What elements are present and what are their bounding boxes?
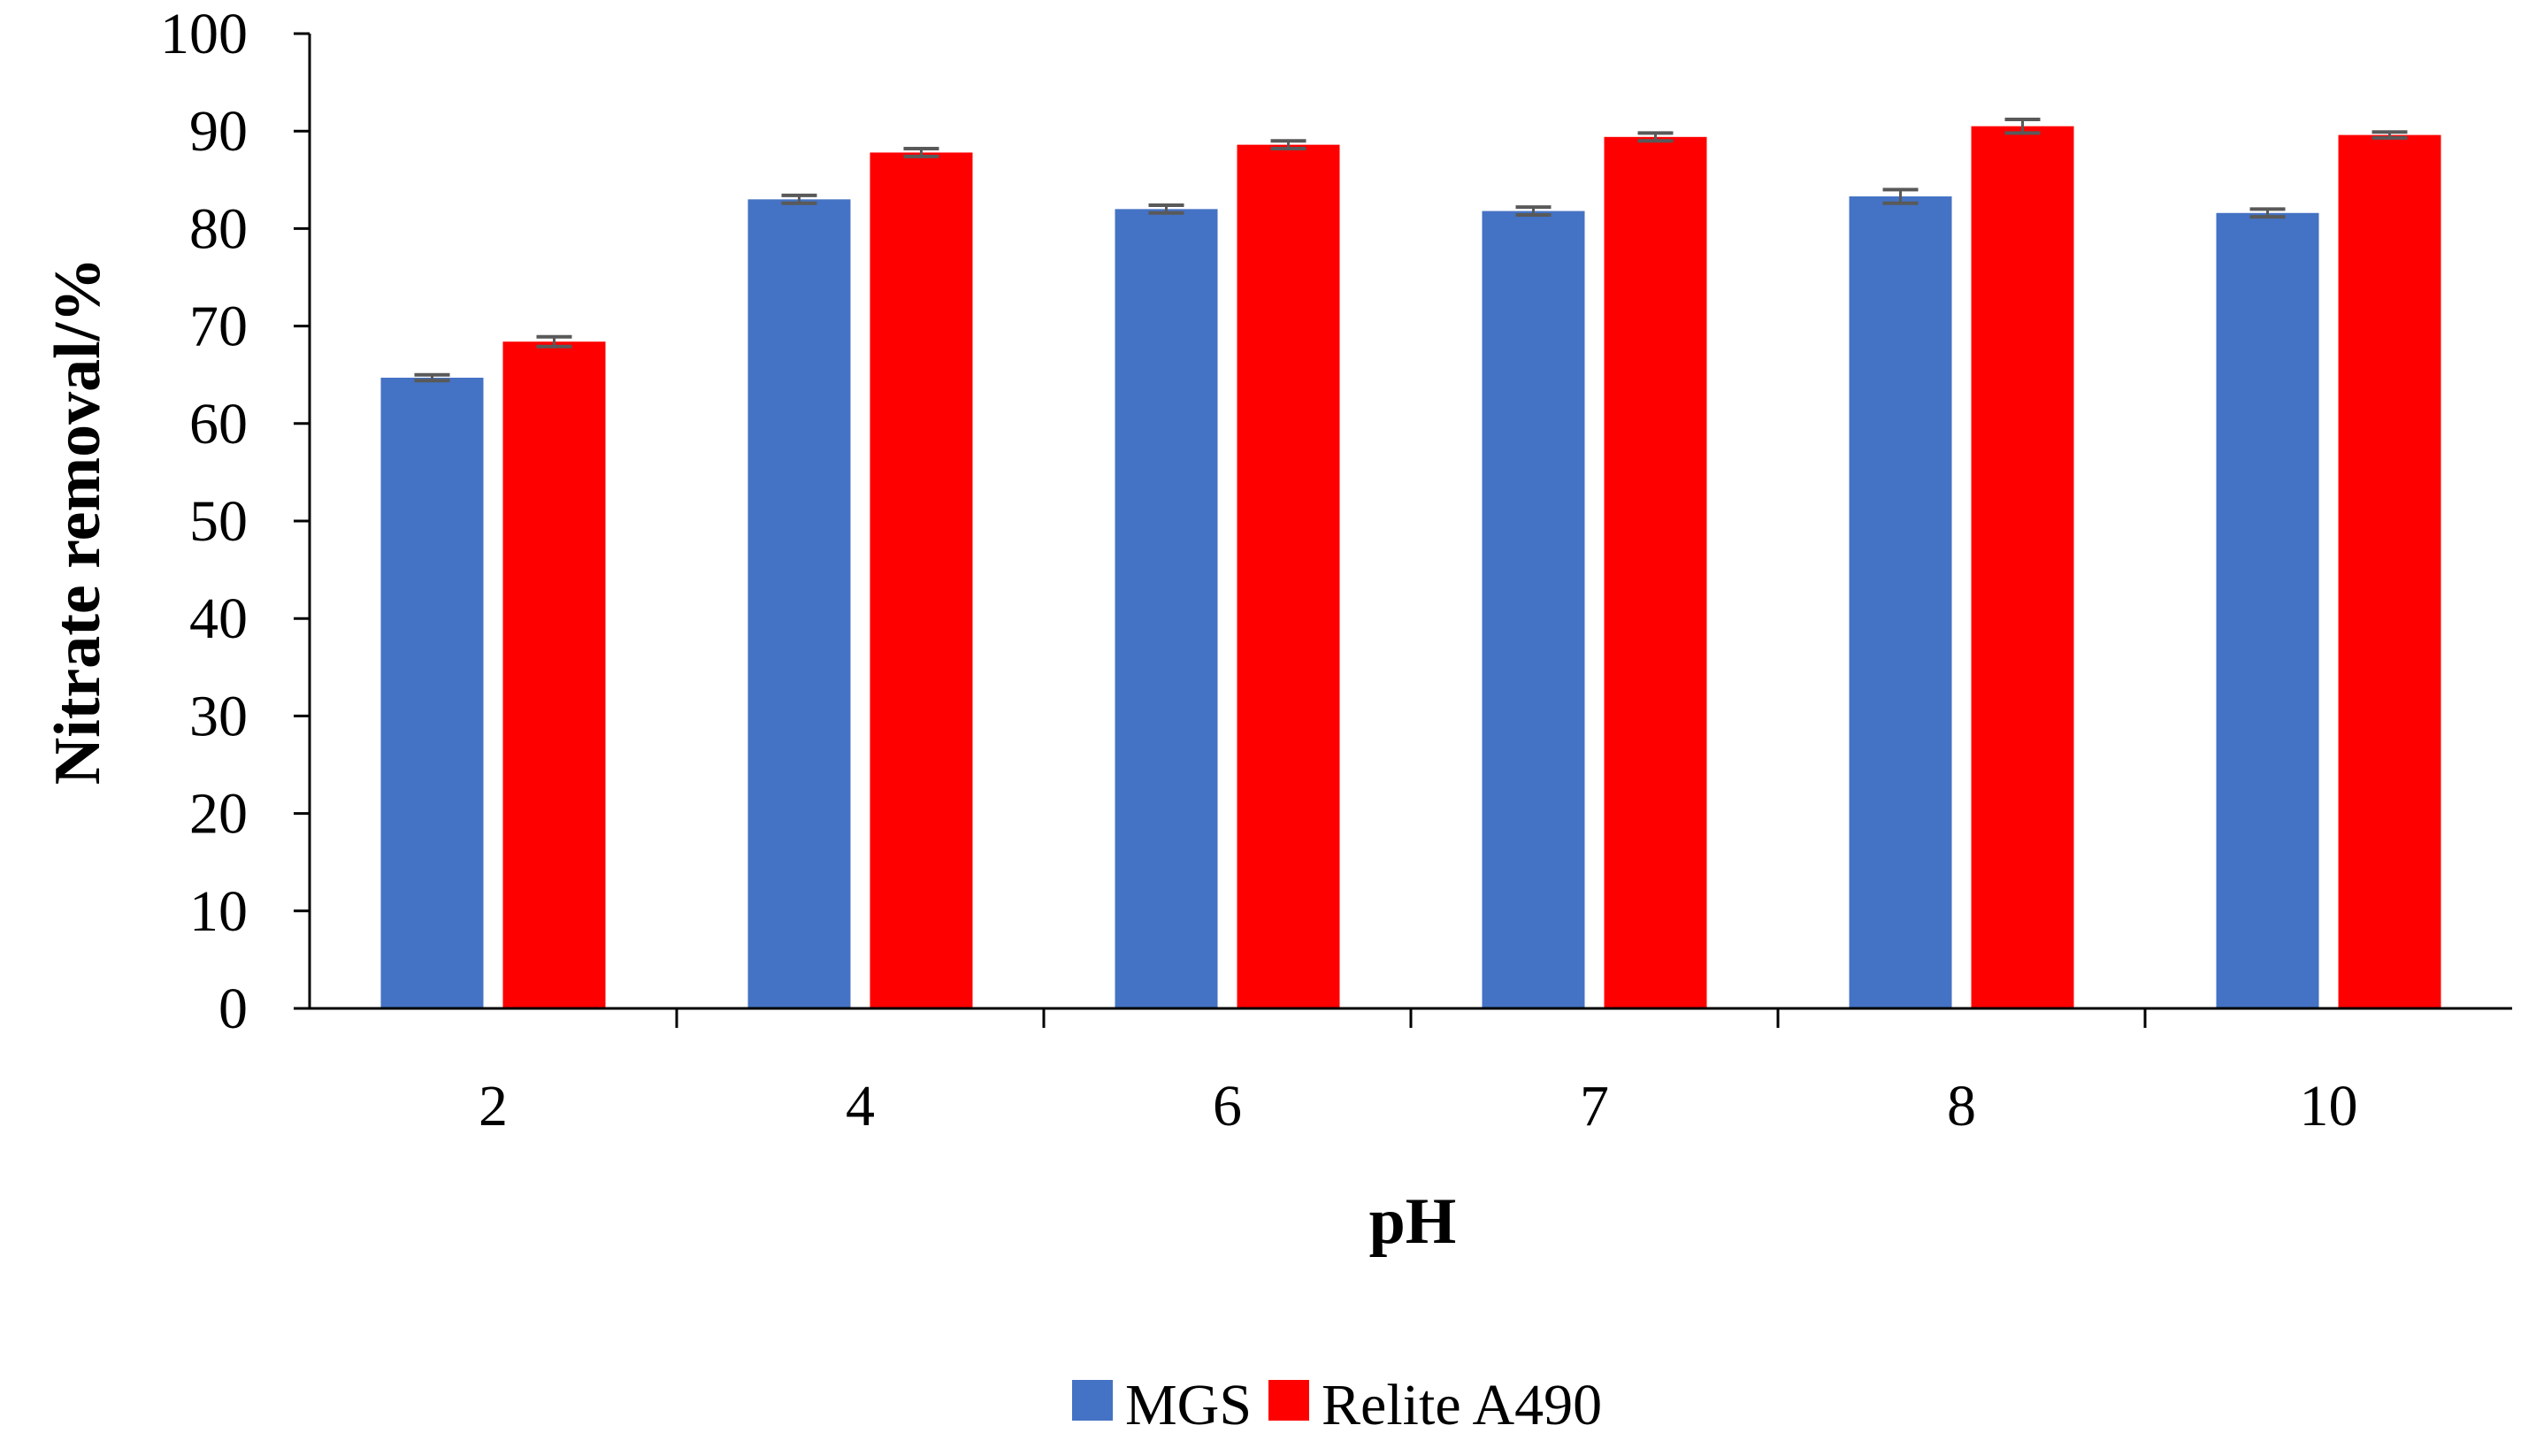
y-tick-label: 20 <box>189 782 248 847</box>
y-tick-label: 10 <box>189 879 248 944</box>
bar-mgs-ph-8 <box>1849 196 1952 1008</box>
bar-mgs-ph-2 <box>380 378 484 1009</box>
y-tick-label: 60 <box>189 392 248 456</box>
x-axis-title: pH <box>1369 1185 1457 1258</box>
y-tick-label: 90 <box>189 99 248 164</box>
bar-relite-a490-ph-8 <box>1971 126 2074 1008</box>
bar-relite-a490-ph-7 <box>1604 136 1707 1008</box>
legend-label-relite-a490: Relite A490 <box>1322 1373 1602 1437</box>
bar-mgs-ph-7 <box>1482 211 1585 1009</box>
bar-mgs-ph-6 <box>1115 209 1218 1009</box>
axes-layer <box>308 34 2512 1010</box>
x-ticks: 2 4 6 7 8 10 <box>479 1008 2358 1138</box>
x-tick-label: 4 <box>846 1074 875 1138</box>
bar-mgs-ph-4 <box>747 199 851 1009</box>
legend-swatch-mgs <box>1072 1380 1113 1421</box>
y-tick-label: 100 <box>160 2 248 66</box>
bar-relite-a490-ph-10 <box>2338 134 2441 1008</box>
y-ticks: 0 10 20 30 40 50 60 70 80 90 100 <box>160 2 310 1041</box>
x-tick-label: 6 <box>1213 1074 1242 1138</box>
x-tick-label: 7 <box>1580 1074 1609 1138</box>
error-bars-layer <box>414 117 2408 383</box>
y-tick-label: 50 <box>189 489 248 554</box>
y-tick-label: 70 <box>189 295 248 359</box>
bar-relite-a490-ph-4 <box>870 152 973 1009</box>
legend-label-mgs: MGS <box>1125 1373 1252 1437</box>
x-tick-label: 2 <box>479 1074 508 1138</box>
y-tick-label: 40 <box>189 586 248 651</box>
bar-mgs-ph-10 <box>2216 212 2319 1008</box>
x-tick-label: 10 <box>2300 1074 2358 1138</box>
legend-swatch-relite-a490 <box>1268 1380 1309 1421</box>
legend: MGS Relite A490 <box>1072 1373 1602 1437</box>
bars-layer <box>380 126 2441 1009</box>
bar-relite-a490-ph-6 <box>1237 144 1340 1009</box>
y-tick-label: 30 <box>189 684 248 748</box>
y-tick-label: 80 <box>189 196 248 261</box>
x-tick-label: 8 <box>1947 1074 1976 1138</box>
y-tick-label: 0 <box>218 977 248 1041</box>
bar-relite-a490-ph-2 <box>502 341 606 1008</box>
y-axis-title: Nitrate removal/% <box>42 257 114 785</box>
